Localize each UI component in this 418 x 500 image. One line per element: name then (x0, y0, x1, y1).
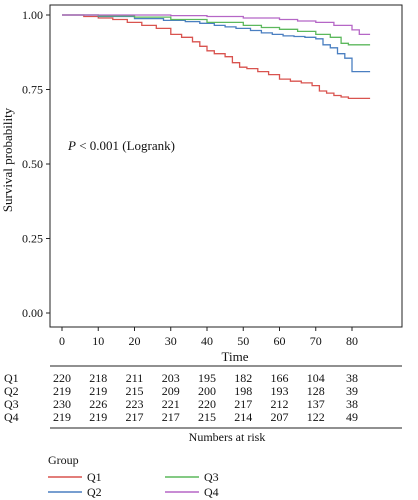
risk-cell: 219 (89, 410, 107, 424)
risk-cell: 230 (53, 397, 71, 411)
km-curve-q3 (62, 14, 371, 46)
x-tick-label: 70 (310, 334, 322, 348)
y-tick-label: 0.75 (22, 83, 43, 97)
y-tick-label: 1.00 (22, 8, 43, 22)
risk-cell: 38 (346, 371, 358, 385)
risk-cell: 207 (271, 410, 289, 424)
x-tick-label: 0 (59, 334, 65, 348)
risk-cell: 209 (162, 384, 180, 398)
risk-cell: 219 (53, 384, 71, 398)
legend-label-q2: Q2 (87, 485, 102, 499)
risk-cell: 220 (198, 397, 216, 411)
risk-cell: 217 (162, 410, 180, 424)
legend-label-q1: Q1 (87, 470, 102, 484)
risk-cell: 214 (234, 410, 252, 424)
risk-cell: 221 (162, 397, 180, 411)
risk-cell: 128 (307, 384, 325, 398)
plot-frame (49, 4, 403, 328)
risk-cell: 211 (126, 371, 144, 385)
km-curve-q1 (62, 14, 371, 100)
km-curve-q2 (62, 14, 371, 73)
x-tick-label: 10 (92, 334, 104, 348)
risk-cell: 226 (89, 397, 107, 411)
risk-row-label: Q1 (4, 371, 19, 385)
risk-cell: 200 (198, 384, 216, 398)
risk-cell: 220 (53, 371, 71, 385)
risk-cell: 198 (234, 384, 252, 398)
p-symbol: P (67, 138, 76, 153)
risk-cell: 39 (346, 384, 358, 398)
y-axis-title: Survival probability (0, 107, 15, 212)
y-tick-label: 0.00 (22, 306, 43, 320)
legend-label-q3: Q3 (204, 470, 219, 484)
x-tick-label: 20 (129, 334, 141, 348)
legend-label-q4: Q4 (204, 485, 219, 499)
risk-cell: 38 (346, 397, 358, 411)
x-tick-label: 50 (237, 334, 249, 348)
risk-table-title: Numbers at risk (189, 430, 266, 444)
risk-cell: 212 (271, 397, 289, 411)
risk-row-label: Q3 (4, 397, 19, 411)
x-tick-label: 80 (346, 334, 358, 348)
p-value-text: < 0.001 (Logrank) (76, 138, 175, 153)
km-curve-q4 (62, 14, 371, 36)
risk-cell: 218 (89, 371, 107, 385)
risk-cell: 219 (89, 384, 107, 398)
x-tick-label: 40 (201, 334, 213, 348)
risk-cell: 217 (126, 410, 144, 424)
risk-cell: 122 (307, 410, 325, 424)
risk-cell: 137 (307, 397, 325, 411)
risk-cell: 223 (126, 397, 144, 411)
risk-cell: 182 (234, 371, 252, 385)
risk-cell: 203 (162, 371, 180, 385)
risk-cell: 219 (53, 410, 71, 424)
risk-cell: 104 (307, 371, 325, 385)
risk-cell: 217 (234, 397, 252, 411)
risk-cell: 193 (271, 384, 289, 398)
logrank-annotation: P < 0.001 (Logrank) (67, 138, 175, 153)
x-axis-title: Time (222, 349, 249, 364)
legend-title: Group (48, 453, 79, 467)
x-tick-label: 60 (274, 334, 286, 348)
y-tick-label: 0.25 (22, 232, 43, 246)
risk-row-label: Q2 (4, 384, 19, 398)
risk-cell: 215 (126, 384, 144, 398)
x-tick-label: 30 (165, 334, 177, 348)
risk-cell: 49 (346, 410, 358, 424)
risk-cell: 215 (198, 410, 216, 424)
risk-row-label: Q4 (4, 410, 19, 424)
risk-cell: 166 (271, 371, 289, 385)
risk-cell: 195 (198, 371, 216, 385)
y-tick-label: 0.50 (22, 157, 43, 171)
